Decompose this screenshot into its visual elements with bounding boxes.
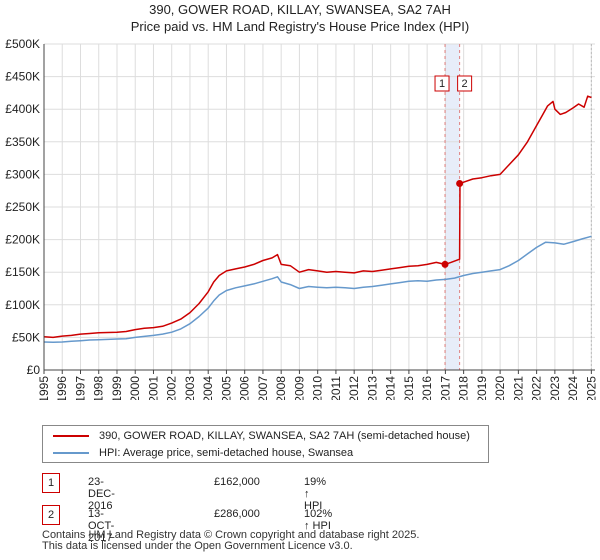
x-tick-label: 2006	[238, 376, 252, 400]
transaction-hpi: 19% ↑ HPI	[304, 476, 327, 512]
transaction-flag	[457, 75, 473, 92]
chart-title: 390, GOWER ROAD, KILLAY, SWANSEA, SA2 7A…	[149, 2, 451, 17]
x-tick-label: 2019	[475, 376, 489, 400]
x-tick-label: 2015	[402, 376, 416, 400]
x-tick-label: 2016	[420, 376, 434, 400]
transaction-badge: 1	[42, 473, 60, 493]
x-tick-label: 1999	[110, 376, 124, 400]
x-tick-label: 1998	[92, 376, 106, 400]
x-tick-label: 2013	[365, 376, 379, 400]
legend-entry-property: 390, GOWER ROAD, KILLAY, SWANSEA, SA2 7A…	[53, 428, 470, 444]
x-tick-label: 2005	[219, 376, 233, 400]
x-tick-label: 2000	[128, 376, 142, 400]
hpi-line	[43, 235, 592, 344]
x-tick-label: 2022	[530, 376, 544, 400]
transaction-price: £286,000	[214, 508, 260, 520]
x-tick-label: 2003	[183, 376, 197, 400]
footer-copyright: Contains HM Land Registry data © Crown c…	[42, 529, 420, 541]
x-tick-label: 2011	[329, 376, 343, 400]
x-tick-label: 2020	[493, 376, 507, 400]
y-tick-label: £200K	[5, 233, 40, 247]
footer-licence: This data is licensed under the Open Gov…	[42, 540, 353, 552]
y-tick-label: £450K	[5, 70, 40, 84]
x-tick-label: 2018	[457, 376, 471, 400]
legend-swatch-property	[53, 435, 89, 437]
y-tick-label: £150K	[5, 265, 40, 279]
x-tick-label: 1997	[73, 376, 87, 400]
x-tick-label: 2002	[165, 376, 179, 400]
x-tick-label: 2008	[274, 376, 288, 400]
y-tick-label: £350K	[5, 135, 40, 149]
x-tick-label: 2025	[584, 376, 598, 400]
transaction-flag-label: 1	[439, 78, 445, 90]
legend-label-hpi: HPI: Average price, semi-detached house,…	[99, 447, 354, 459]
x-tick-label: 1996	[55, 376, 69, 400]
transaction-point	[441, 260, 449, 268]
y-tick-label: £0	[27, 363, 41, 377]
x-tick-label: 2010	[311, 376, 325, 400]
x-tick-label: 2014	[384, 376, 398, 400]
y-tick-label: £300K	[5, 167, 40, 181]
footer: Contains HM Land Registry data © Crown c…	[42, 530, 419, 552]
x-tick-label: 2001	[146, 376, 160, 400]
legend-label-property: 390, GOWER ROAD, KILLAY, SWANSEA, SA2 7A…	[99, 430, 470, 442]
transaction-price: £162,000	[214, 476, 260, 488]
x-tick-label: 2012	[347, 376, 361, 400]
y-tick-label: £100K	[5, 298, 40, 312]
transaction-date: 23-DEC-2016	[88, 476, 115, 512]
y-tick-label: £400K	[5, 102, 40, 116]
x-tick-label: 2009	[292, 376, 306, 400]
x-tick-label: 2017	[438, 376, 452, 400]
x-tick-label: 2021	[511, 376, 525, 400]
x-tick-label: 2024	[566, 376, 580, 400]
y-tick-label: £500K	[5, 37, 40, 51]
y-tick-label: £50K	[12, 330, 40, 344]
transaction-flag	[434, 75, 450, 92]
y-tick-label: £250K	[5, 200, 40, 214]
transaction-point	[456, 180, 464, 188]
property-price-line	[43, 95, 592, 339]
x-tick-label: 2023	[548, 376, 562, 400]
legend-swatch-hpi	[53, 452, 89, 454]
x-tick-label: 2007	[256, 376, 270, 400]
legend: 390, GOWER ROAD, KILLAY, SWANSEA, SA2 7A…	[42, 425, 489, 463]
transaction-badge: 2	[42, 505, 60, 525]
transaction-hpi: 102% ↑ HPI	[304, 508, 333, 532]
legend-entry-hpi: HPI: Average price, semi-detached house,…	[53, 445, 353, 461]
transaction-date: 13-OCT-2017	[88, 508, 115, 544]
x-tick-label: 1995	[37, 376, 51, 400]
price-chart: £0 £50K £100K £150K £200K £250K £300K £350K £400…	[5, 37, 598, 400]
chart-subtitle: Price paid vs. HM Land Registry's House …	[130, 19, 470, 34]
x-tick-label: 2004	[201, 376, 215, 400]
transaction-flag-label: 2	[462, 78, 468, 90]
